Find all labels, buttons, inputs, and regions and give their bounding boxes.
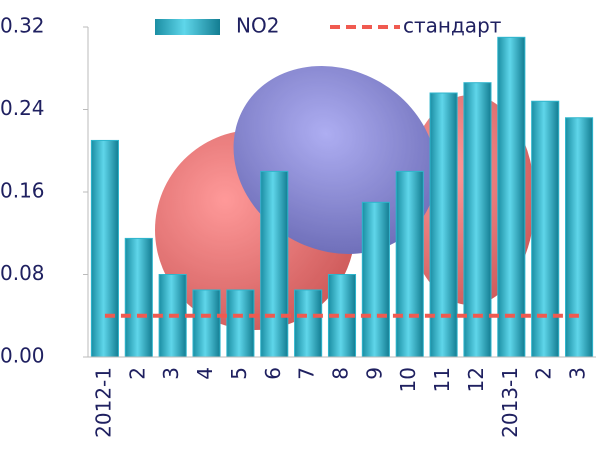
x-tick-label: 8: [329, 367, 353, 380]
bar: [192, 289, 221, 358]
x-tick-label: 6: [261, 367, 285, 380]
bar: [463, 82, 492, 358]
x-tick-label: 2: [532, 367, 556, 380]
x-tick-label: 10: [396, 367, 420, 392]
x-tick-label: 3: [566, 367, 590, 380]
x-tick-label: 7: [295, 367, 319, 380]
x-tick-label: 4: [193, 367, 217, 380]
bar: [226, 289, 255, 358]
y-tick-label: 0.08: [0, 261, 45, 285]
x-tick-label: 2013-1: [498, 367, 522, 438]
bar: [124, 237, 153, 358]
x-tick-label: 2012-1: [91, 367, 115, 438]
bar: [531, 100, 560, 358]
y-tick-label: 0.16: [0, 179, 45, 203]
bar: [429, 92, 458, 358]
x-tick-label: 2: [125, 367, 149, 380]
legend-label: NO2: [236, 14, 279, 38]
bar: [294, 289, 323, 358]
bar: [395, 170, 424, 358]
bar: [565, 117, 594, 358]
legend-swatch: [155, 19, 220, 35]
y-tick-label: 0.32: [0, 14, 45, 38]
bar: [260, 170, 289, 358]
x-tick-label: 5: [227, 367, 251, 380]
x-tick-label: 12: [464, 367, 488, 392]
y-tick-label: 0.00: [0, 344, 45, 368]
bar: [361, 201, 390, 358]
y-tick-label: 0.24: [0, 96, 45, 120]
bar: [497, 36, 526, 358]
bar: [90, 139, 119, 358]
x-tick-label: 11: [430, 367, 454, 392]
x-tick-label: 9: [362, 367, 386, 380]
x-tick-label: 3: [159, 367, 183, 380]
legend-label: стандарт: [403, 14, 502, 38]
